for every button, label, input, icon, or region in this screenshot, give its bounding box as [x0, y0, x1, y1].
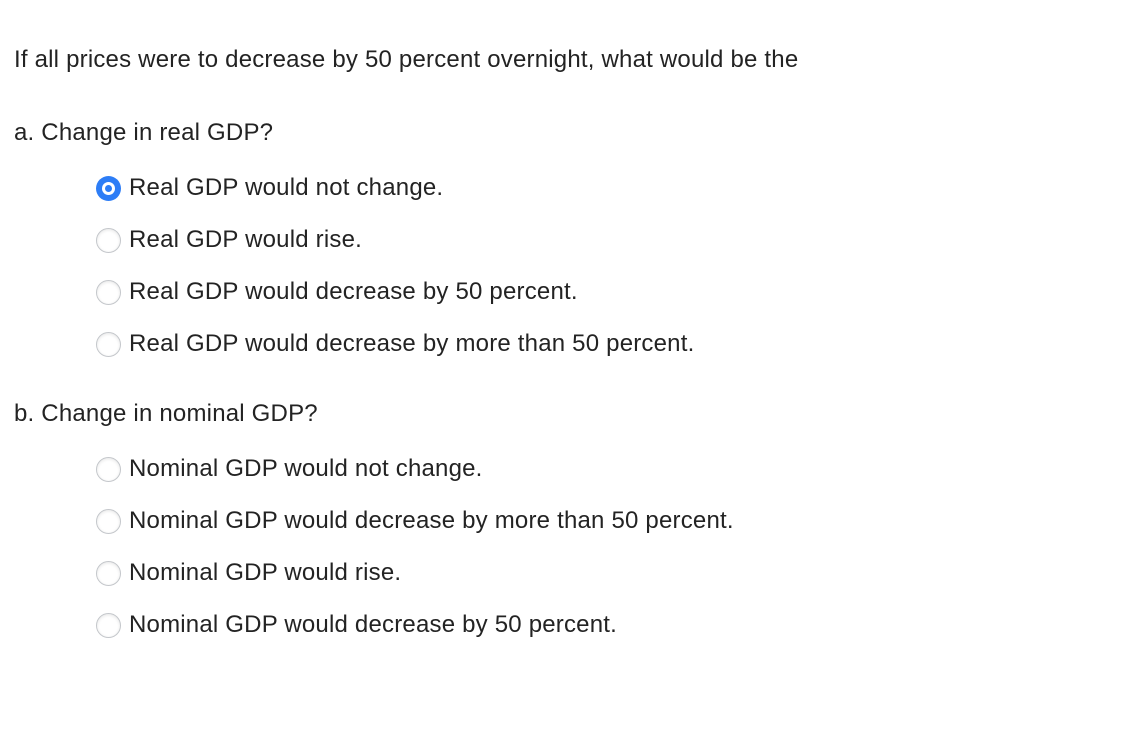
option-a-2-label: Real GDP would rise. [129, 226, 362, 253]
quiz-question-page: If all prices were to decrease by 50 per… [14, 46, 1124, 651]
option-a-4[interactable]: Real GDP would decrease by more than 50 … [96, 318, 1124, 370]
radio-a-2-icon[interactable] [96, 227, 121, 253]
part-a-options: Real GDP would not change. Real GDP woul… [14, 162, 1124, 370]
option-a-3-label: Real GDP would decrease by 50 percent. [129, 278, 578, 305]
option-a-4-label: Real GDP would decrease by more than 50 … [129, 330, 695, 357]
option-b-4-label: Nominal GDP would decrease by 50 percent… [129, 611, 618, 638]
part-a-heading: a. Change in real GDP? [14, 119, 274, 146]
option-b-4[interactable]: Nominal GDP would decrease by 50 percent… [96, 599, 1124, 651]
option-b-1[interactable]: Nominal GDP would not change. [96, 443, 1124, 495]
option-b-3-label: Nominal GDP would rise. [129, 559, 402, 586]
part-b-heading: b. Change in nominal GDP? [14, 400, 318, 427]
part-b-section: b. Change in nominal GDP? Nominal GDP wo… [14, 399, 1124, 651]
option-b-3[interactable]: Nominal GDP would rise. [96, 547, 1124, 599]
option-a-1[interactable]: Real GDP would not change. [96, 162, 1124, 214]
part-a-section: a. Change in real GDP? Real GDP would no… [14, 118, 1124, 370]
question-prompt: If all prices were to decrease by 50 per… [14, 46, 799, 73]
radio-b-2-icon[interactable] [96, 508, 121, 534]
option-a-1-label: Real GDP would not change. [129, 174, 444, 201]
radio-a-3-icon[interactable] [96, 279, 121, 305]
option-a-3[interactable]: Real GDP would decrease by 50 percent. [96, 266, 1124, 318]
radio-b-4-icon[interactable] [96, 612, 121, 638]
part-b-options: Nominal GDP would not change. Nominal GD… [14, 443, 1124, 651]
radio-a-4-icon[interactable] [96, 331, 121, 357]
radio-b-3-icon[interactable] [96, 560, 121, 586]
option-b-1-label: Nominal GDP would not change. [129, 455, 483, 482]
option-b-2[interactable]: Nominal GDP would decrease by more than … [96, 495, 1124, 547]
option-b-2-label: Nominal GDP would decrease by more than … [129, 507, 734, 534]
radio-a-1-icon[interactable] [96, 175, 121, 201]
radio-b-1-icon[interactable] [96, 456, 121, 482]
option-a-2[interactable]: Real GDP would rise. [96, 214, 1124, 266]
